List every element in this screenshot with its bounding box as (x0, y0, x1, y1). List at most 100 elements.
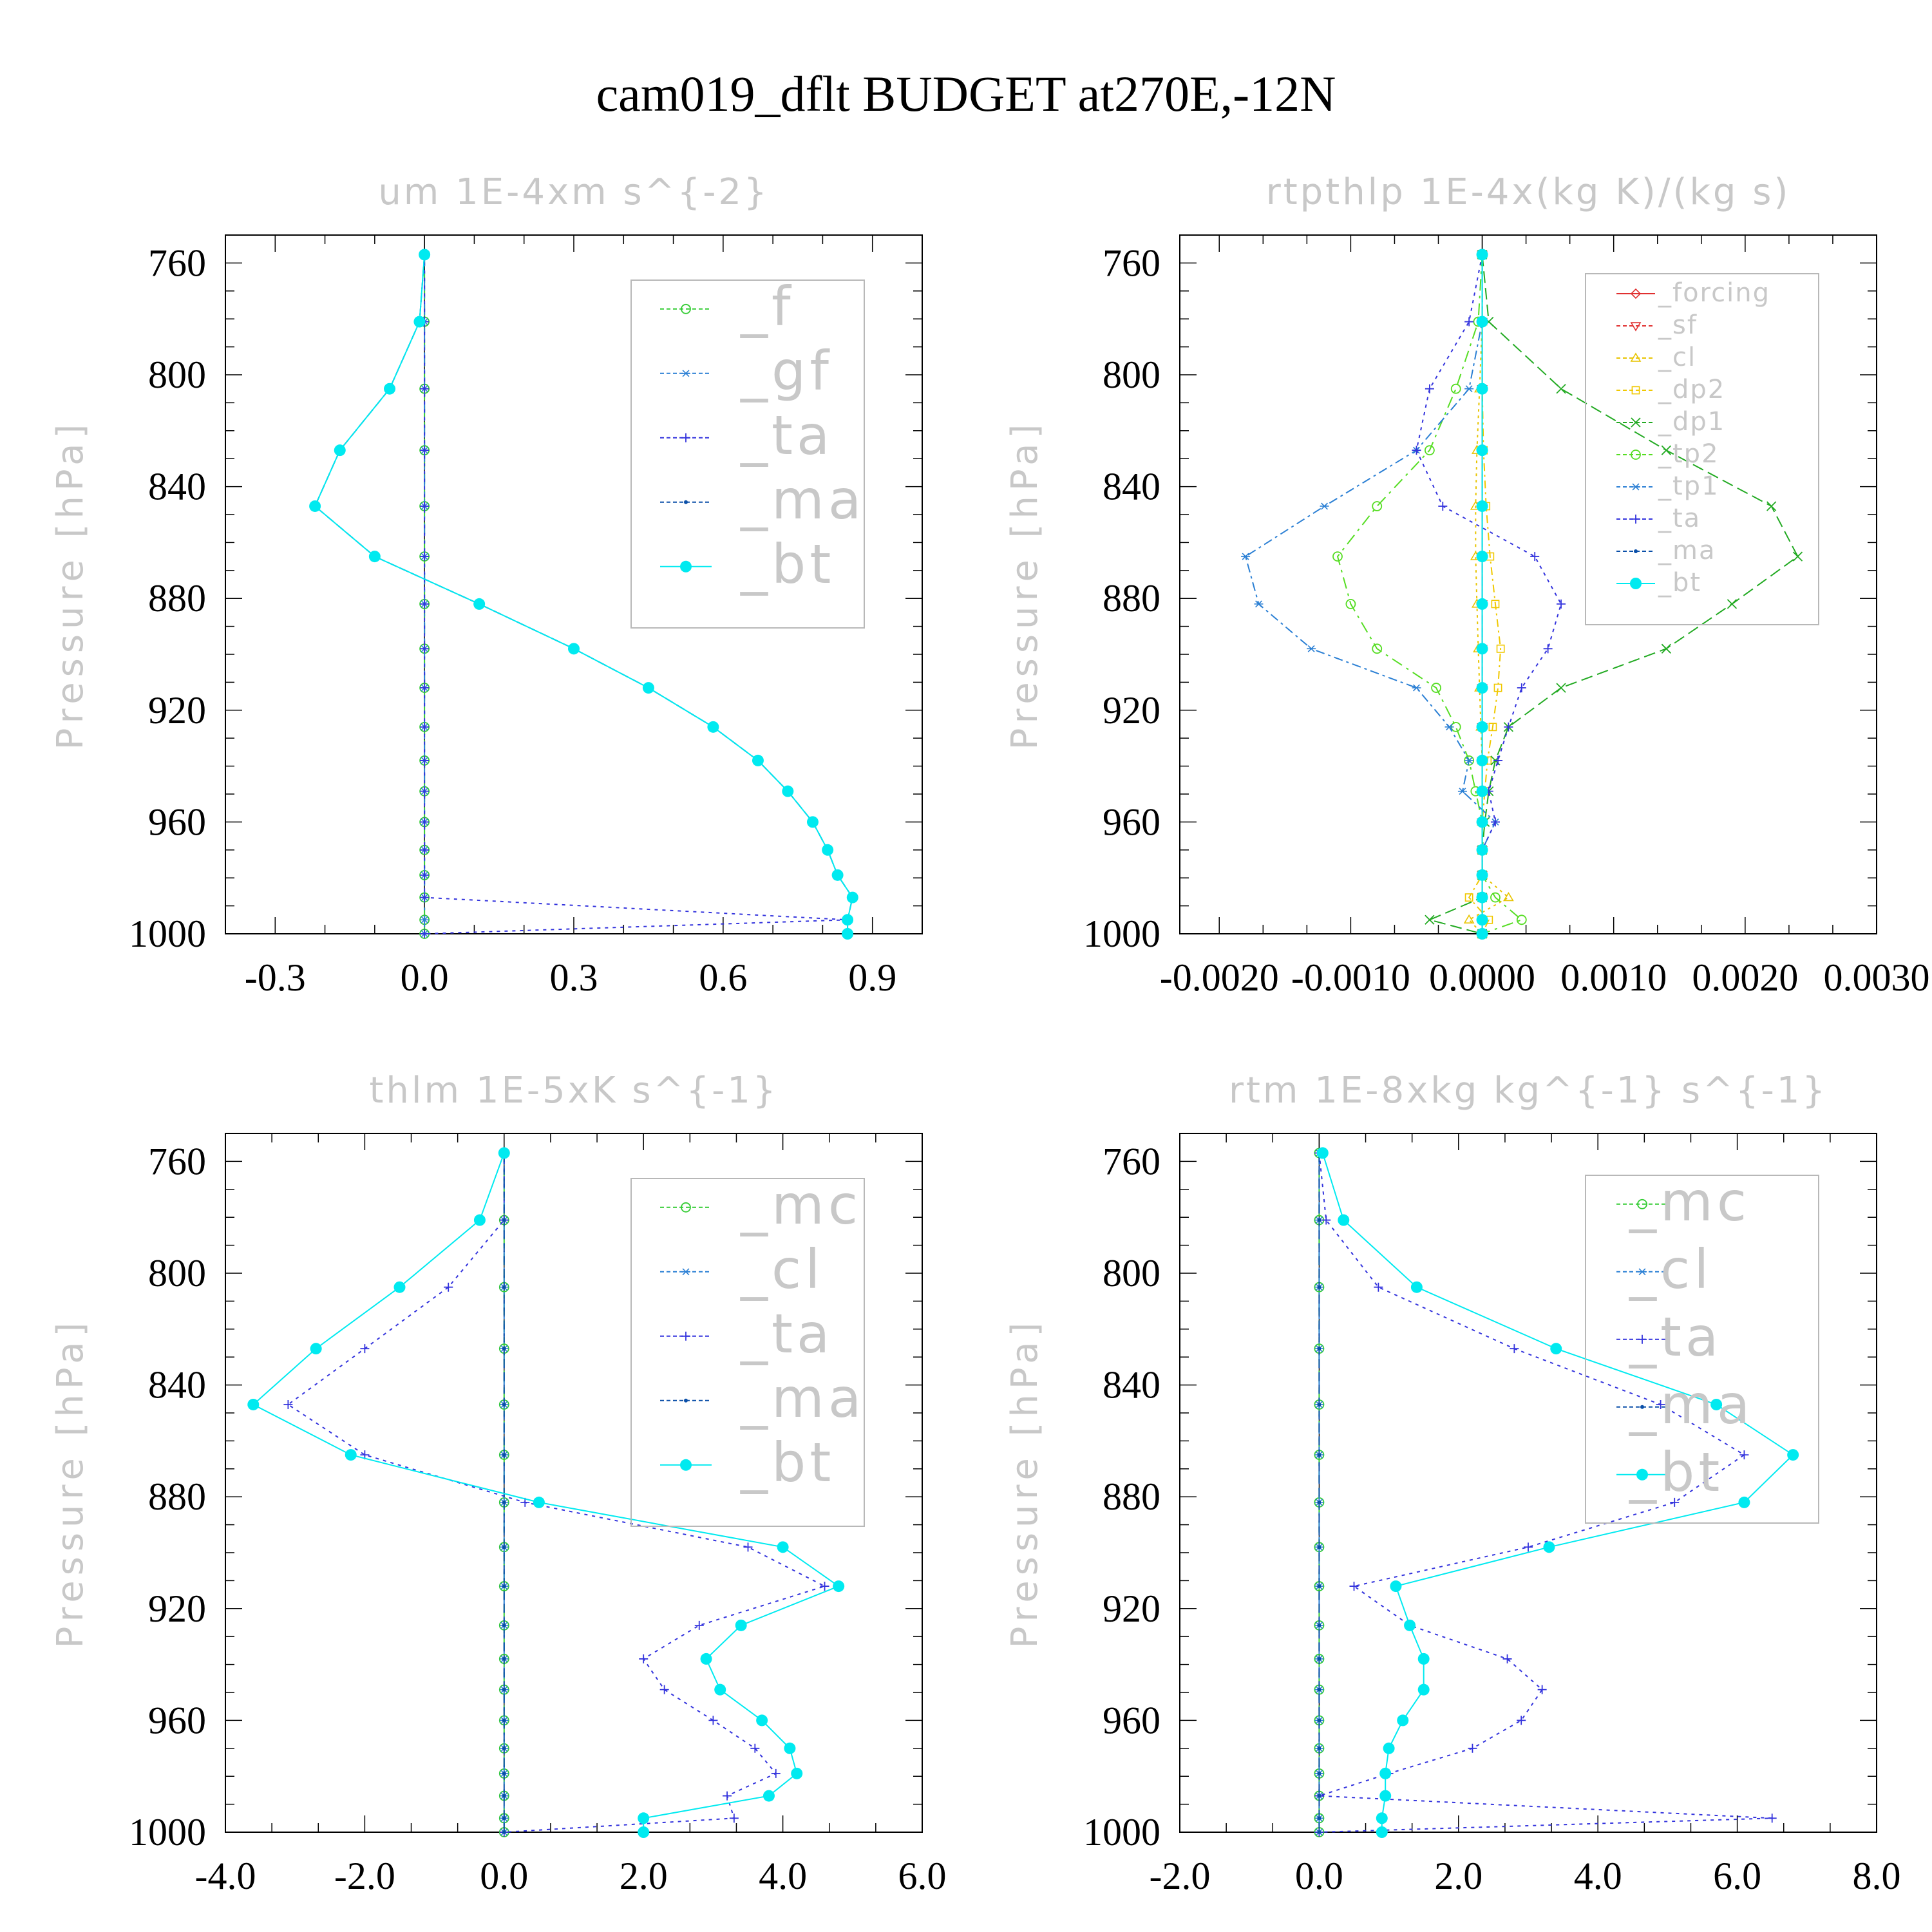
legend: _mc_cl_ta_ma_bt (1585, 1170, 1819, 1524)
legend-swatch-marker (681, 370, 690, 377)
x-tick-label: 0.0 (1295, 1855, 1343, 1897)
series-tp2 (1332, 249, 1527, 939)
x-tick-label: 6.0 (898, 1855, 947, 1897)
data-point (384, 383, 396, 395)
data-point (1376, 1826, 1388, 1838)
y-tick-label: 920 (148, 689, 206, 732)
data-point (1557, 599, 1566, 609)
data-point (1374, 1282, 1383, 1292)
legend-swatch-marker (1630, 352, 1642, 362)
data-point (420, 870, 430, 880)
data-point (420, 446, 430, 455)
data-point (502, 1623, 506, 1627)
data-point (1464, 317, 1474, 327)
data-point (659, 1685, 669, 1694)
x-tick-label: 0.0030 (1824, 956, 1930, 999)
data-point (639, 1654, 649, 1663)
y-tick-label: 760 (1103, 1140, 1160, 1182)
legend-box (630, 279, 865, 629)
data-point (1517, 1716, 1526, 1725)
data-point (1317, 1656, 1321, 1661)
data-point (420, 501, 430, 511)
data-point (1332, 551, 1343, 562)
data-point (762, 1790, 775, 1802)
y-tick-label: 840 (1103, 466, 1160, 508)
chart-title: thlm 1E-5xK s^{-1} (369, 1070, 778, 1112)
data-point (1517, 683, 1526, 693)
data-point (1556, 384, 1566, 394)
chart-panel-4: rtm 1E-8xkg kg^{-1} s^{-1} Pressure [hPa]… (1004, 1070, 1901, 1897)
chart-panel-2: rtpthlp 1E-4x(kg K)/(kg s) Pressure [hPa]… (1004, 171, 1930, 999)
y-tick-label: 800 (1103, 1252, 1160, 1294)
data-point (1476, 816, 1488, 828)
data-point (1792, 551, 1803, 562)
y-tick-label: 960 (1103, 800, 1160, 843)
x-tick-label: 0.6 (699, 956, 747, 999)
data-point (1550, 1343, 1562, 1355)
series-line (1244, 254, 1497, 934)
y-tick-label: 1000 (1083, 913, 1160, 955)
x-tick-label: 4.0 (1574, 1855, 1622, 1897)
legend-swatch-marker (1630, 322, 1642, 332)
data-point (1444, 723, 1454, 731)
data-point (420, 786, 430, 796)
data-point (1317, 1771, 1321, 1776)
data-point (473, 1214, 486, 1226)
y-axis-label: Pressure [hPa] (50, 419, 91, 750)
data-point (1476, 844, 1488, 856)
legend-box (630, 1178, 865, 1527)
data-point (1543, 1541, 1555, 1553)
data-point (1476, 249, 1488, 261)
data-point (502, 1656, 506, 1661)
y-tick-label: 840 (148, 1364, 206, 1406)
data-point (1349, 1582, 1359, 1591)
data-point (1425, 384, 1434, 393)
legend-entry-bt: _bt (740, 533, 835, 596)
legend-entry-sf: _sf (1658, 310, 1698, 340)
legend-entry-ma: _ma (1658, 536, 1716, 565)
y-tick-label: 760 (1103, 242, 1160, 284)
data-point (1338, 1214, 1350, 1226)
data-point (360, 1344, 370, 1354)
data-point (1316, 1147, 1329, 1159)
data-point (502, 1584, 506, 1589)
y-tick-label: 920 (1103, 689, 1160, 732)
legend-swatch-marker (680, 1459, 692, 1471)
data-point (1241, 553, 1251, 560)
y-tick-label: 760 (148, 242, 206, 284)
legend-swatch-marker (680, 560, 692, 573)
y-tick-label: 960 (1103, 1699, 1160, 1741)
legend-entry-gf: _gf (740, 339, 833, 402)
data-point (498, 1147, 510, 1159)
x-tick-label: 4.0 (759, 1855, 807, 1897)
y-axis-label: Pressure [hPa] (1004, 419, 1046, 750)
y-tick-label: 800 (1103, 354, 1160, 396)
data-point (729, 1814, 739, 1823)
data-point (1490, 817, 1500, 827)
data-point (1379, 1790, 1392, 1802)
data-point (502, 1771, 506, 1776)
data-point (1656, 1399, 1665, 1409)
legend-swatch-marker (684, 500, 688, 504)
data-point (502, 1718, 506, 1723)
data-point (1307, 645, 1316, 652)
legend-entry-cl: _cl (1658, 343, 1696, 372)
data-point (502, 1687, 506, 1692)
y-axis-label: Pressure [hPa] (1004, 1318, 1046, 1649)
chart-panel-1: um 1E-4xm s^{-2} Pressure [hPa] 760 800 840 8… (50, 171, 923, 999)
data-point (420, 817, 430, 827)
legend-entry-bt: _bt (740, 1431, 835, 1494)
series-line (1427, 254, 1799, 934)
y-tick-label: 880 (148, 577, 206, 620)
series-line (1416, 254, 1562, 934)
data-point (1476, 928, 1488, 940)
data-point (1476, 869, 1488, 881)
data-point (1488, 723, 1497, 732)
data-point (1502, 892, 1514, 902)
data-point (502, 1402, 506, 1406)
data-point (1317, 1402, 1321, 1406)
data-point (1425, 914, 1435, 925)
data-point (502, 1347, 506, 1351)
plots-container: um 1E-4xm s^{-2} Pressure [hPa] 760 800 840 8… (50, 171, 1930, 1897)
x-tick-label: 2.0 (620, 1855, 668, 1897)
